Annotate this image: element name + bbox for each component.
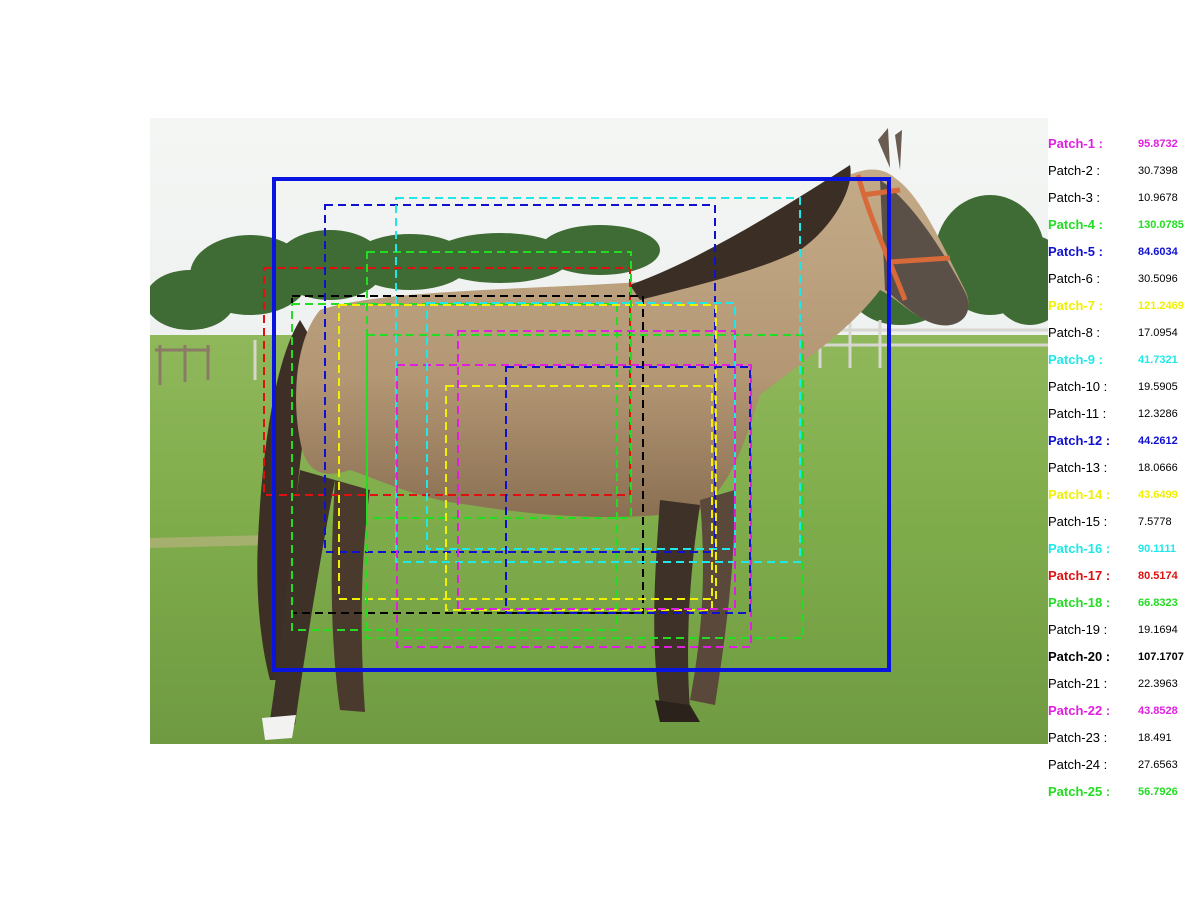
patch-score: 44.2612: [1138, 435, 1178, 447]
patch-box: [457, 330, 736, 610]
patch-label: Patch-20 :: [1048, 649, 1111, 664]
patch-score: 95.8732: [1138, 138, 1178, 150]
patch-box: [338, 304, 717, 600]
legend-row: Patch-22 : 43.8528: [1048, 703, 1198, 730]
patch-label: Patch-17 :: [1048, 568, 1111, 583]
patch-score: 17.0954: [1138, 327, 1178, 339]
patch-score: 90.1111: [1138, 543, 1176, 555]
patch-box: [445, 385, 713, 611]
patch-label: Patch-22 :: [1048, 703, 1111, 718]
patch-label: Patch-1 :: [1048, 136, 1103, 151]
legend-row: Patch-8 : 17.0954: [1048, 325, 1198, 352]
patch-score: 30.7398: [1138, 165, 1178, 177]
patch-label: Patch-13 :: [1048, 460, 1108, 475]
patch-score: 43.8528: [1138, 705, 1178, 717]
patch-label: Patch-16 :: [1048, 541, 1111, 556]
patch-box: [366, 334, 804, 639]
patch-score: 107.1707: [1138, 651, 1184, 663]
patch-score: 7.5778: [1138, 516, 1172, 528]
patch-score: 18.491: [1138, 732, 1172, 744]
patch-label: Patch-3 :: [1048, 190, 1101, 205]
patch-score: 80.5174: [1138, 570, 1178, 582]
patch-label: Patch-23 :: [1048, 730, 1108, 745]
legend-row: Patch-5 : 84.6034: [1048, 244, 1198, 271]
patch-score: 66.8323: [1138, 597, 1178, 609]
patch-score: 22.3963: [1138, 678, 1178, 690]
patch-box: [505, 366, 751, 614]
main-bounding-box: [272, 177, 891, 672]
horse-photo: [150, 118, 1048, 744]
patch-score: 121.2469: [1138, 300, 1184, 312]
legend-row: Patch-6 : 30.5096: [1048, 271, 1198, 298]
legend-row: Patch-3 : 10.9678: [1048, 190, 1198, 217]
patch-label: Patch-12 :: [1048, 433, 1111, 448]
legend-row: Patch-4 : 130.0785: [1048, 217, 1198, 244]
patch-label: Patch-19 :: [1048, 622, 1108, 637]
patch-label: Patch-15 :: [1048, 514, 1108, 529]
legend-row: Patch-11 : 12.3286: [1048, 406, 1198, 433]
legend-row: Patch-9 : 41.7321: [1048, 352, 1198, 379]
patch-label: Patch-11 :: [1048, 406, 1107, 421]
patch-score: 19.1694: [1138, 624, 1178, 636]
patch-score: 10.9678: [1138, 192, 1178, 204]
patch-label: Patch-6 :: [1048, 271, 1101, 286]
legend-row: Patch-24 : 27.6563: [1048, 757, 1198, 784]
patch-score: 84.6034: [1138, 246, 1178, 258]
patch-label: Patch-8 :: [1048, 325, 1101, 340]
legend-row: Patch-20 : 107.1707: [1048, 649, 1198, 676]
patch-box: [395, 197, 801, 563]
patch-score: 19.5905: [1138, 381, 1178, 393]
patch-score: 130.0785: [1138, 219, 1184, 231]
patch-label: Patch-9 :: [1048, 352, 1103, 367]
patch-label: Patch-25 :: [1048, 784, 1111, 799]
patch-label: Patch-5 :: [1048, 244, 1103, 259]
legend-row: Patch-2 : 30.7398: [1048, 163, 1198, 190]
legend-row: Patch-14 : 43.6499: [1048, 487, 1198, 514]
legend-row: Patch-15 : 7.5778: [1048, 514, 1198, 541]
patch-score: 43.6499: [1138, 489, 1178, 501]
patch-label: Patch-10 :: [1048, 379, 1108, 394]
legend-row: Patch-12 : 44.2612: [1048, 433, 1198, 460]
patch-label: Patch-18 :: [1048, 595, 1111, 610]
patch-box: [324, 204, 716, 553]
patch-score: 27.6563: [1138, 759, 1178, 771]
legend-row: Patch-19 : 19.1694: [1048, 622, 1198, 649]
patch-box: [263, 267, 631, 496]
patch-score: 56.7926: [1138, 786, 1178, 798]
legend-row: Patch-25 : 56.7926: [1048, 784, 1198, 811]
legend-row: Patch-13 : 18.0666: [1048, 460, 1198, 487]
patch-label: Patch-14 :: [1048, 487, 1111, 502]
patch-label: Patch-7 :: [1048, 298, 1103, 313]
legend-row: Patch-16 : 90.1111: [1048, 541, 1198, 568]
legend-row: Patch-10 : 19.5905: [1048, 379, 1198, 406]
patch-score: 12.3286: [1138, 408, 1178, 420]
legend-row: Patch-7 : 121.2469: [1048, 298, 1198, 325]
patch-label: Patch-24 :: [1048, 757, 1108, 772]
patch-label: Patch-2 :: [1048, 163, 1101, 178]
legend-row: Patch-23 : 18.491: [1048, 730, 1198, 757]
legend-row: Patch-1 : 95.8732: [1048, 136, 1198, 163]
legend-row: Patch-18 : 66.8323: [1048, 595, 1198, 622]
legend-row: Patch-17 : 80.5174: [1048, 568, 1198, 595]
patch-score: 30.5096: [1138, 273, 1178, 285]
patch-score: 41.7321: [1138, 354, 1178, 366]
patch-label: Patch-21 :: [1048, 676, 1108, 691]
patch-boxes: [263, 197, 804, 648]
patch-score-legend: Patch-1 : 95.8732 Patch-2 : 30.7398 Patch-3 …: [1048, 136, 1198, 811]
patch-score: 18.0666: [1138, 462, 1178, 474]
legend-row: Patch-21 : 22.3963: [1048, 676, 1198, 703]
patch-label: Patch-4 :: [1048, 217, 1103, 232]
